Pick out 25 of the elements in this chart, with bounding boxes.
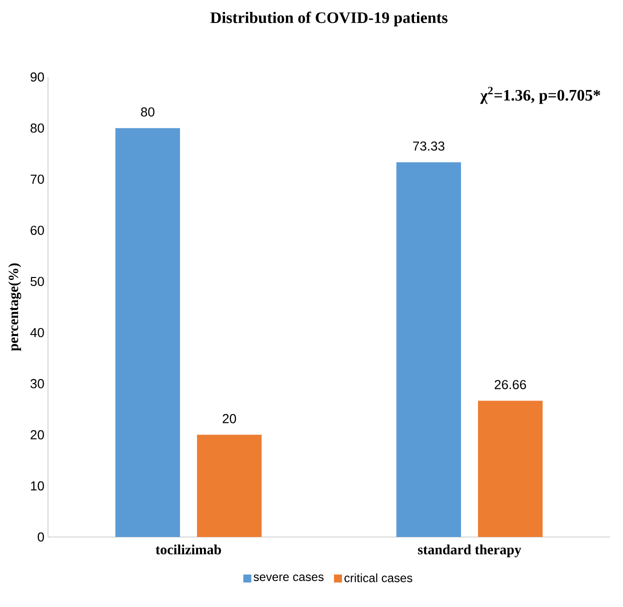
chart-title: Distribution of COVID-19 patients	[210, 12, 448, 26]
x-tick-label: standard therapy	[418, 544, 522, 558]
bar	[115, 128, 180, 537]
legend-label: critical cases	[344, 573, 412, 582]
data-label: 20	[222, 414, 236, 424]
y-tick-label: 30	[30, 379, 44, 388]
x-tick-label: tocilizimab	[156, 544, 221, 554]
legend-label: severe cases	[254, 574, 324, 582]
data-label: 26.66	[494, 380, 526, 390]
y-tick-label: 90	[30, 72, 44, 82]
data-label: 80	[141, 107, 154, 117]
y-axis-title: percentage(%)	[8, 263, 22, 352]
y-tick-label: 50	[30, 276, 44, 286]
y-tick-label: 10	[30, 481, 44, 490]
bar	[396, 162, 462, 537]
y-tick-label: 80	[30, 124, 44, 133]
y-tick-label: 70	[30, 174, 44, 184]
y-tick-label: 20	[30, 430, 44, 440]
bar	[478, 400, 543, 537]
annotation: χ$^{2}$=1.36, p=0.705*	[480, 86, 600, 104]
y-tick-label: 40	[30, 328, 44, 338]
data-label: 73.33	[413, 141, 444, 151]
y-tick-label: 0	[38, 532, 44, 542]
bar	[197, 434, 262, 537]
y-tick-label: 60	[30, 226, 44, 235]
